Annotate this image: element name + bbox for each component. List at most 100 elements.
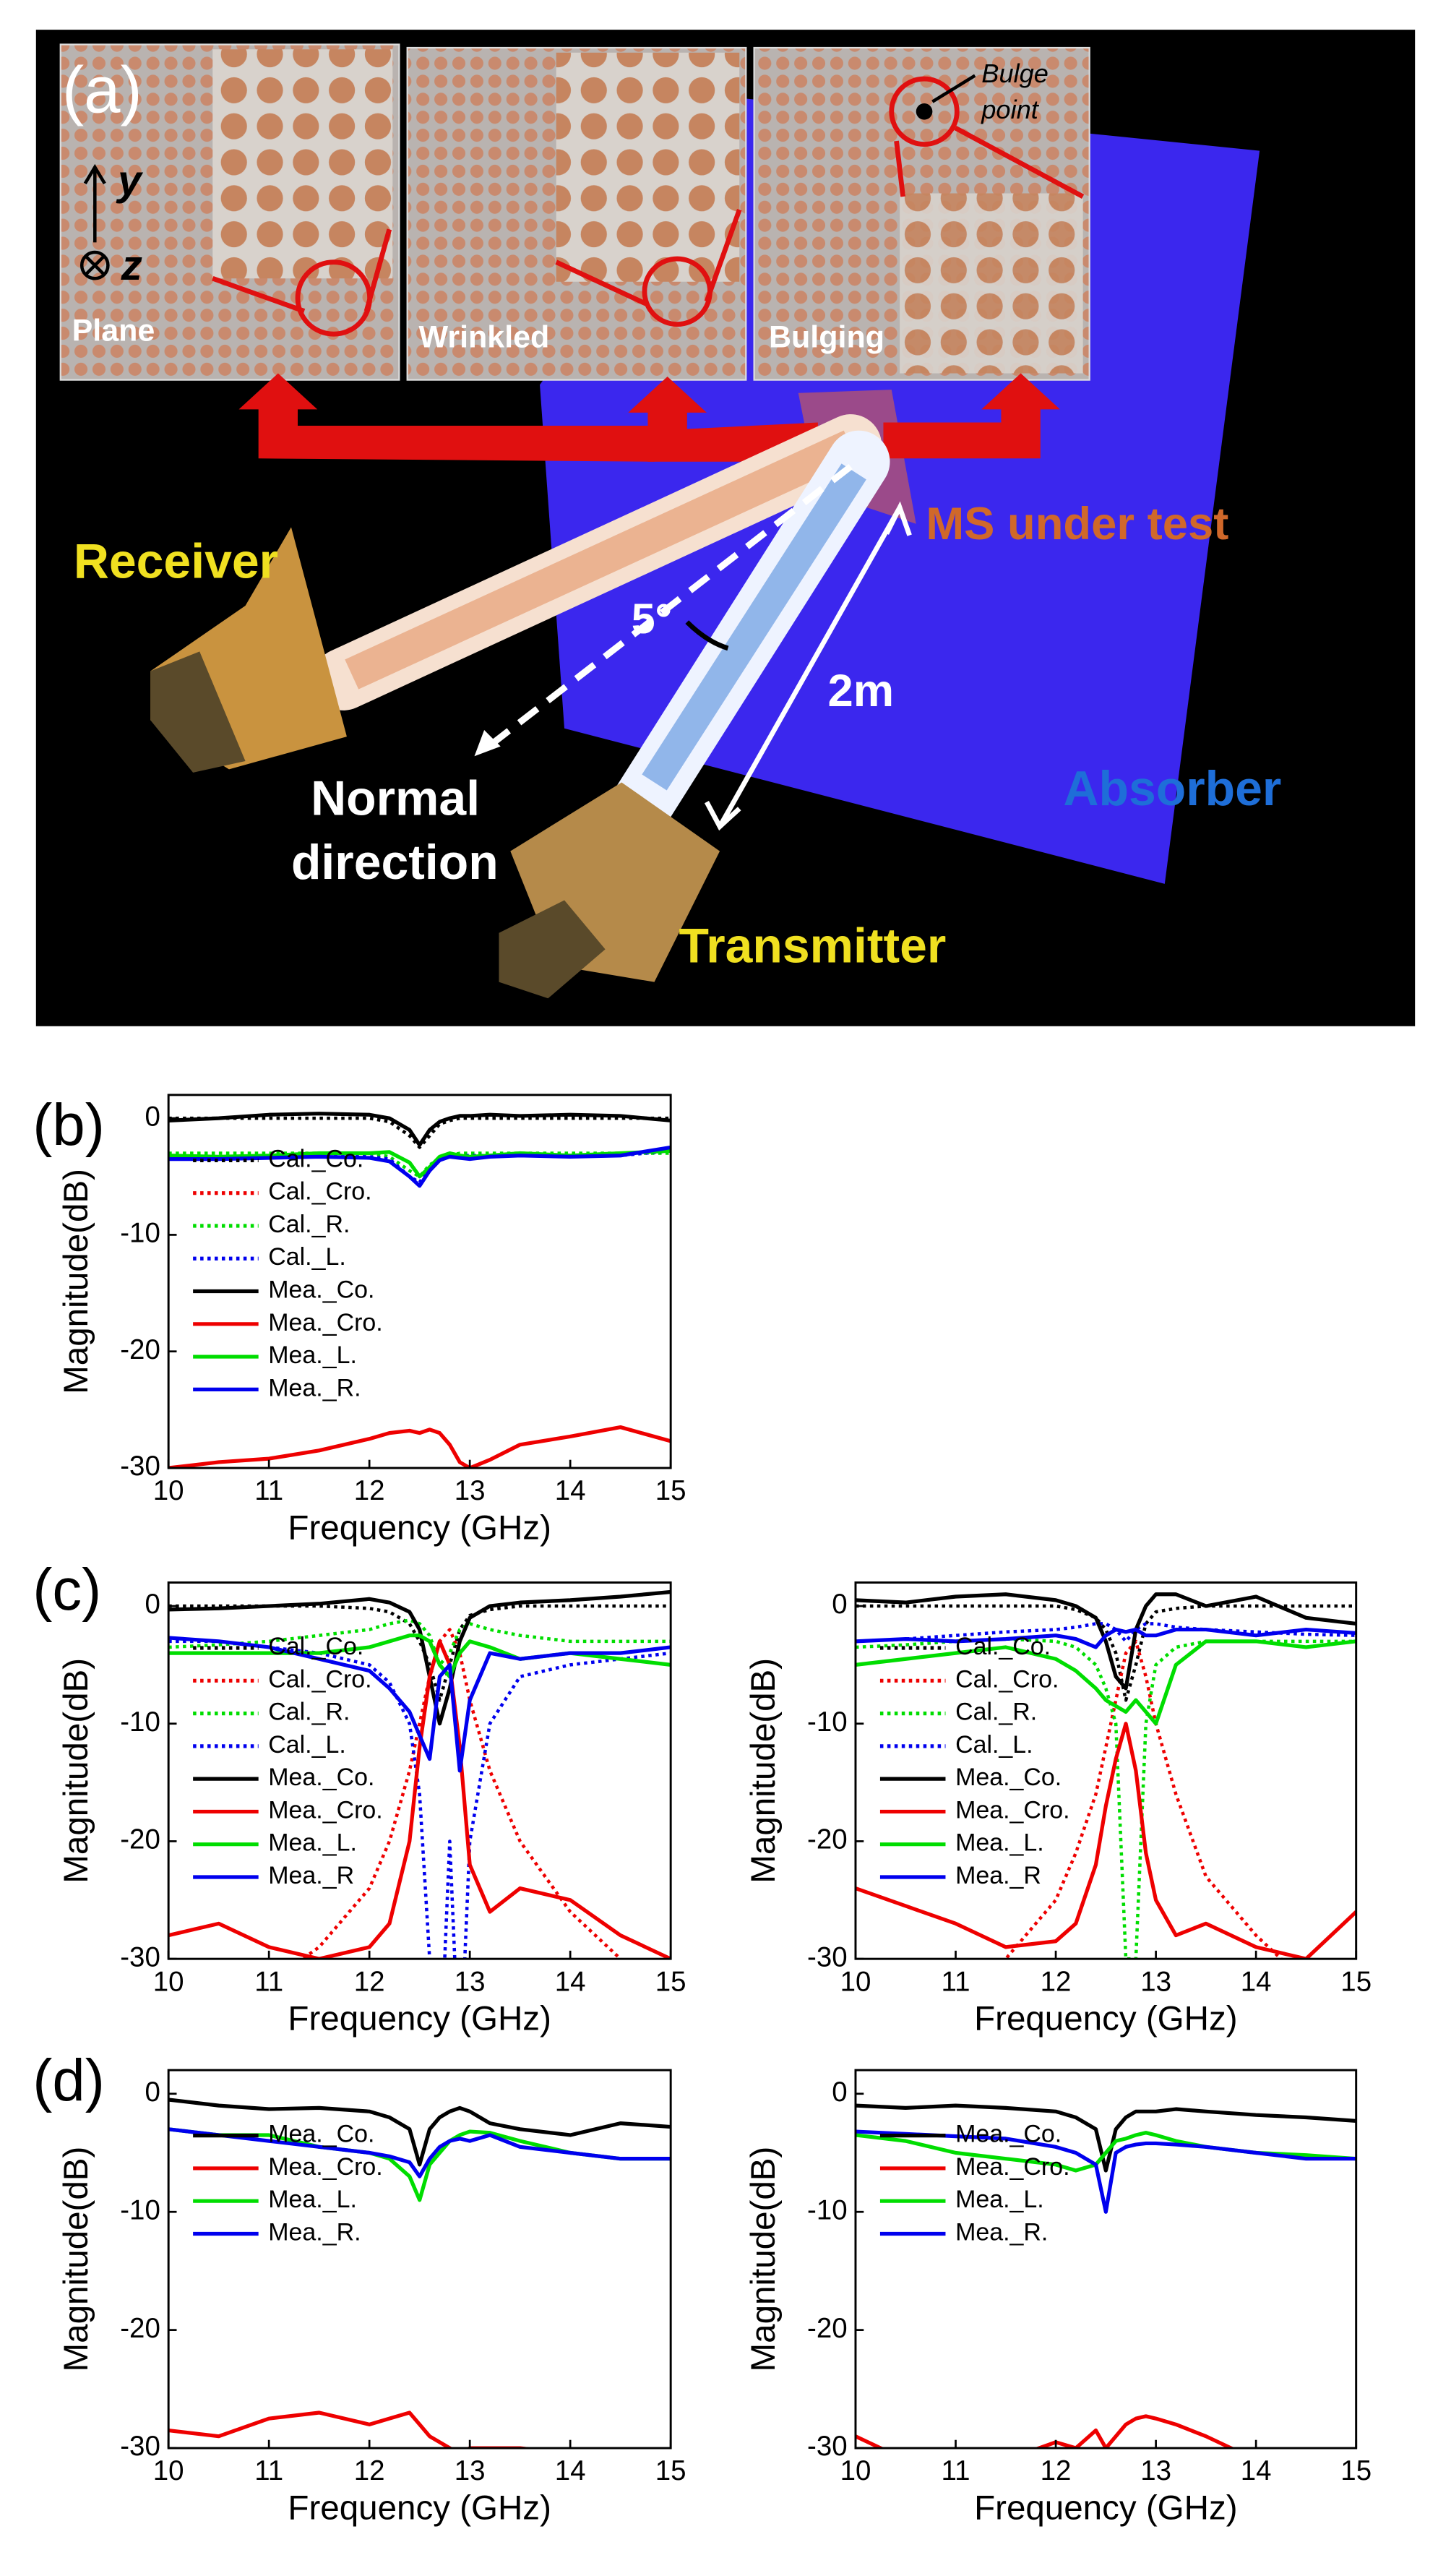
series-line bbox=[168, 1618, 671, 1667]
y-tick-label: 0 bbox=[832, 2077, 847, 2108]
x-tick-label: 13 bbox=[455, 2455, 486, 2486]
y-tick-label: -30 bbox=[120, 1941, 160, 1972]
x-tick-label: 14 bbox=[1241, 2455, 1272, 2486]
x-tick-label: 13 bbox=[1140, 2455, 1171, 2486]
receiver-horn-side bbox=[150, 651, 246, 773]
y-tick-label: 0 bbox=[145, 2077, 160, 2108]
normal-line bbox=[488, 463, 853, 747]
legend-label: Cal._Cro. bbox=[268, 1178, 371, 1206]
y-tick-label: -20 bbox=[807, 1824, 848, 1855]
annotation: MS under test bbox=[926, 499, 1228, 549]
x-tick-label: 14 bbox=[555, 2455, 586, 2486]
x-tick-label: 10 bbox=[840, 1966, 871, 1997]
series-line bbox=[168, 2098, 671, 2167]
legend-label: Mea._Cro. bbox=[955, 1796, 1069, 1824]
axis-z-cross bbox=[84, 254, 106, 277]
series-line bbox=[168, 1633, 671, 1679]
plot-area bbox=[855, 2103, 1356, 2449]
legend-label: Mea._R. bbox=[955, 2218, 1048, 2246]
annotation: point bbox=[981, 95, 1039, 124]
series-line bbox=[168, 1116, 671, 1149]
angle-arc bbox=[685, 620, 729, 651]
y-tick-label: -30 bbox=[807, 2431, 848, 2462]
annotation: Absorber bbox=[1063, 762, 1281, 816]
distance-arrow bbox=[704, 501, 912, 831]
y-tick-label: -10 bbox=[120, 1706, 160, 1738]
y-tick-label: -10 bbox=[807, 1706, 848, 1738]
y-tick-label: -30 bbox=[120, 2431, 160, 2462]
legend-label: Mea._Co. bbox=[955, 2121, 1062, 2148]
series-line bbox=[855, 1592, 1356, 1691]
x-tick-label: 11 bbox=[254, 2455, 283, 2486]
photo-label: Wrinkled bbox=[419, 319, 550, 354]
series-line bbox=[168, 1636, 671, 1773]
x-axis-label: Frequency (GHz) bbox=[974, 2489, 1238, 2528]
callouts bbox=[212, 76, 1085, 337]
inset bbox=[556, 52, 740, 282]
series-line bbox=[168, 1425, 671, 1469]
plot-frame bbox=[167, 1094, 672, 1469]
x-tick-label: 10 bbox=[153, 1966, 184, 1997]
x-tick-label: 13 bbox=[455, 1475, 486, 1506]
x-tick-label: 15 bbox=[655, 2455, 686, 2486]
axis-z bbox=[79, 250, 110, 280]
y-tick-label: -20 bbox=[807, 2313, 848, 2344]
plot-area bbox=[168, 1112, 671, 1469]
x-tick-label: 11 bbox=[942, 1966, 970, 1997]
legend-label: Cal._Co. bbox=[268, 1145, 363, 1172]
series-line bbox=[168, 1145, 671, 1188]
legend-label: Cal._R. bbox=[268, 1211, 350, 1238]
y-tick-label: -30 bbox=[807, 1941, 848, 1972]
x-tick-label: 12 bbox=[354, 1475, 385, 1506]
arrow-head bbox=[474, 730, 501, 757]
y-axis-label: Magnitude(dB) bbox=[744, 2147, 783, 2372]
y-axis-label: Magnitude(dB) bbox=[744, 1658, 783, 1884]
series-line bbox=[855, 2129, 1356, 2214]
legend-label: Mea._L. bbox=[268, 2186, 357, 2213]
y-tick-label: -10 bbox=[120, 1218, 160, 1249]
legend-label: Cal._L. bbox=[955, 1731, 1033, 1759]
x-tick-label: 15 bbox=[1340, 1966, 1372, 1997]
legend-label: Mea._L. bbox=[268, 1829, 357, 1857]
pointer bbox=[931, 74, 976, 103]
plot-frame bbox=[854, 1581, 1358, 1960]
plot-frame bbox=[167, 1581, 672, 1960]
legend-label: Mea._L. bbox=[955, 1829, 1044, 1857]
x-axis-label: Frequency (GHz) bbox=[974, 2000, 1238, 2038]
panel-label: (b) bbox=[33, 1092, 105, 1158]
plot-area bbox=[168, 2098, 671, 2449]
plot-frame bbox=[167, 2069, 672, 2450]
panel-a: (a) y z Plane Wrinkled Bulging Bulge poi… bbox=[35, 30, 1416, 1026]
legend-label: Mea._Cro. bbox=[955, 2153, 1069, 2181]
x-tick-label: 13 bbox=[1140, 1966, 1171, 1997]
axis-label: z bbox=[121, 242, 143, 289]
series-line bbox=[168, 1639, 671, 1959]
x-tick-label: 14 bbox=[1241, 1966, 1272, 1997]
legend-label: Mea._Co. bbox=[268, 1276, 374, 1303]
series-line bbox=[168, 1112, 671, 1147]
annotation: direction bbox=[291, 836, 499, 890]
bulge-dot bbox=[916, 103, 933, 120]
plot-frame bbox=[854, 2069, 1358, 2450]
series-line bbox=[168, 1589, 671, 1726]
panel-label: (a) bbox=[62, 54, 142, 127]
series-line bbox=[855, 1604, 1356, 1702]
legend-label: Mea._R. bbox=[268, 1374, 361, 1401]
legend-label: Mea._R bbox=[955, 1862, 1041, 1889]
series-line bbox=[168, 2410, 536, 2449]
red-arrows bbox=[238, 373, 1060, 462]
inset bbox=[900, 193, 1083, 374]
y-tick-label: -10 bbox=[120, 2194, 160, 2225]
series-line bbox=[168, 2127, 671, 2178]
transmitter-horn-side bbox=[499, 900, 606, 999]
legend-label: Mea._Co. bbox=[268, 2121, 374, 2148]
legend-label: Mea._L. bbox=[268, 1341, 357, 1369]
x-tick-label: 10 bbox=[840, 2455, 871, 2486]
x-tick-label: 11 bbox=[254, 1966, 283, 1997]
series-line bbox=[168, 1604, 671, 1702]
